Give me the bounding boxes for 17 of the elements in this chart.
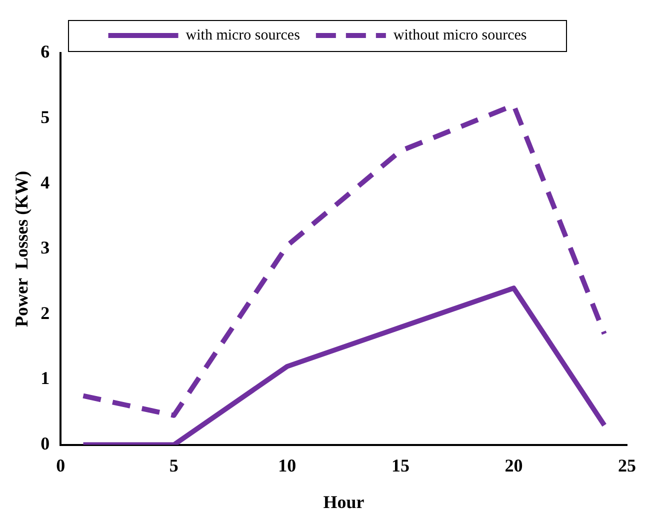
y-tick-label: 1 (40, 368, 50, 388)
y-tick-label: 0 (40, 433, 50, 454)
x-tick-label: 0 (56, 455, 66, 476)
x-tick-label: 10 (278, 455, 296, 476)
y-axis-title: Power Losses (KW) (11, 170, 32, 327)
x-tick-label: 5 (169, 455, 178, 476)
x-tick-label: 15 (391, 455, 410, 476)
legend-label: with micro sources (186, 27, 300, 44)
legend-label: without micro sources (393, 27, 527, 44)
x-tick-label: 25 (618, 455, 636, 476)
y-tick-label: 2 (40, 302, 50, 323)
x-axis-title: Hour (323, 492, 364, 512)
y-tick-label: 3 (40, 238, 50, 258)
y-tick-label: 5 (40, 106, 50, 127)
y-tick-label: 4 (40, 172, 50, 192)
y-tick-label: 6 (40, 42, 50, 62)
x-tick-label: 20 (504, 455, 523, 476)
